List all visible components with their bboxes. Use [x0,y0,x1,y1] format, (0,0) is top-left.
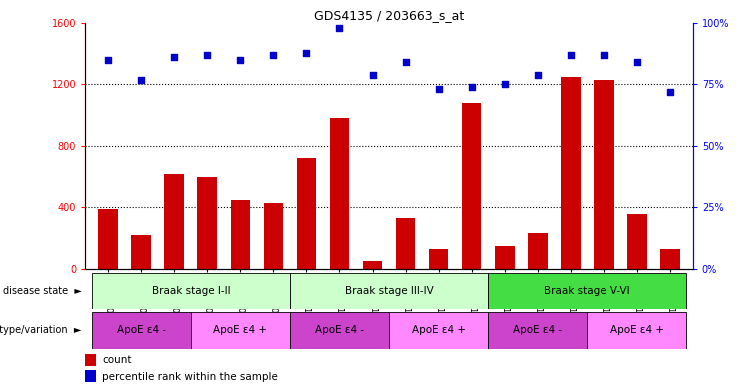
Point [664,89,676,95]
Text: ApoE ε4 +: ApoE ε4 + [411,325,465,336]
Text: count: count [102,356,132,366]
Point [367,71,379,78]
Point [202,52,213,58]
Point [499,81,511,88]
Bar [131,235,151,269]
Bar [495,246,514,269]
Title: GDS4135 / 203663_s_at: GDS4135 / 203663_s_at [314,9,464,22]
Bar [85,354,96,366]
Bar [85,370,96,382]
Bar [488,312,587,349]
Point [631,59,642,65]
Point [268,52,279,58]
Bar [587,312,686,349]
Point [168,55,180,61]
Bar [198,177,217,269]
Bar [99,209,119,269]
Text: ApoE ε4 -: ApoE ε4 - [117,325,166,336]
Bar [191,312,290,349]
Bar [264,203,283,269]
Bar [92,273,290,309]
Bar [230,200,250,269]
Point [465,84,477,90]
Point [532,71,544,78]
Text: ApoE ε4 -: ApoE ε4 - [513,325,562,336]
Bar [389,312,488,349]
Bar [92,312,191,349]
Bar [362,261,382,269]
Bar [428,249,448,269]
Point [102,57,114,63]
Text: ApoE ε4 +: ApoE ε4 + [213,325,268,336]
Bar [296,158,316,269]
Bar [528,233,548,269]
Bar [561,77,580,269]
Bar [488,273,686,309]
Bar [659,249,679,269]
Bar [627,214,647,269]
Point [234,57,246,63]
Text: Braak stage V-VI: Braak stage V-VI [545,286,630,296]
Text: percentile rank within the sample: percentile rank within the sample [102,372,278,382]
Bar [594,80,614,269]
Bar [330,118,350,269]
Text: disease state  ►: disease state ► [3,286,82,296]
Point [433,86,445,93]
Bar [290,312,389,349]
Bar [290,273,488,309]
Bar [462,103,482,269]
Text: ApoE ε4 -: ApoE ε4 - [315,325,364,336]
Bar [165,174,185,269]
Text: ApoE ε4 +: ApoE ε4 + [610,325,664,336]
Point [136,76,147,83]
Text: Braak stage III-IV: Braak stage III-IV [345,286,433,296]
Text: Braak stage I-II: Braak stage I-II [152,286,230,296]
Point [565,52,576,58]
Text: genotype/variation  ►: genotype/variation ► [0,325,82,336]
Bar [396,218,416,269]
Point [301,50,313,56]
Point [333,25,345,31]
Point [598,52,610,58]
Point [399,59,411,65]
